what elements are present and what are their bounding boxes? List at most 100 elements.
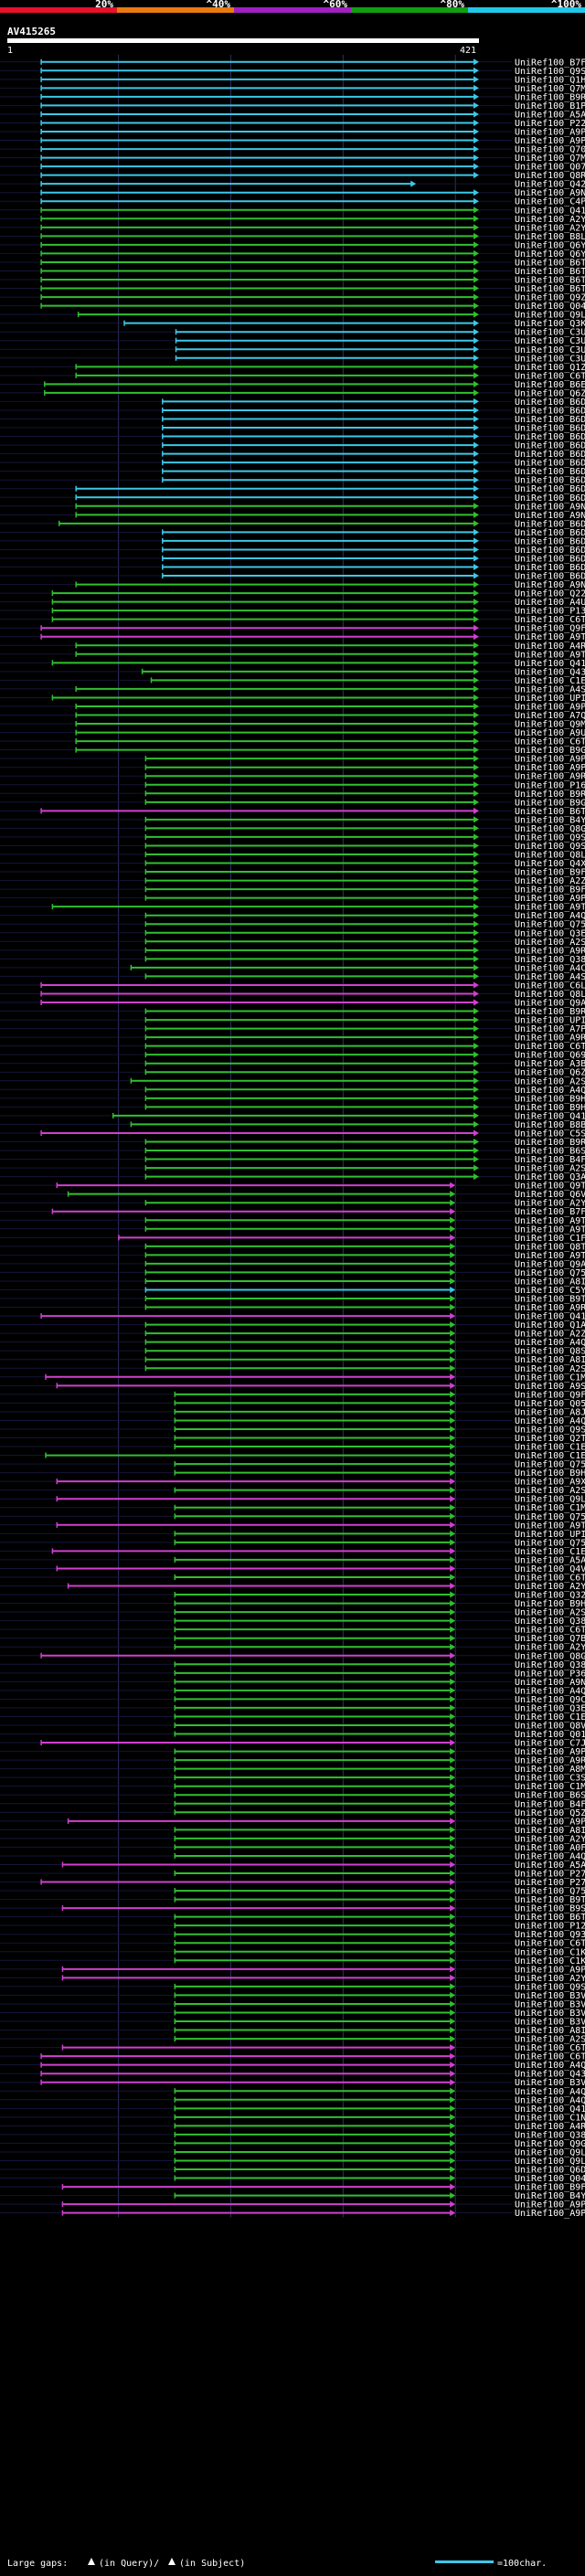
hit-label[interactable]: UniRef100_Q70KC6 (515, 145, 585, 155)
hit-label[interactable]: UniRef100_Q75VY6 (515, 1538, 585, 1548)
hit-label[interactable]: UniRef100_C6T4R2 (515, 1573, 585, 1583)
hit-label[interactable]: UniRef100_B6ENY0 (515, 380, 585, 390)
hit-label[interactable]: UniRef100_B9RLX2 (515, 92, 585, 102)
hit-label[interactable]: UniRef100_Q42193 (515, 180, 585, 190)
hit-label[interactable]: UniRef100_A2YC89 (515, 1834, 585, 1844)
hit-label[interactable]: UniRef100_B9RME5 (515, 790, 585, 800)
hit-label[interactable]: UniRef100_C1K5B4 (515, 1956, 585, 1966)
hit-label[interactable]: UniRef100_C6TLU9 (515, 1042, 585, 1052)
hit-label[interactable]: UniRef100_Q41748 (515, 2104, 585, 2115)
hit-label[interactable]: UniRef100_Q9SQL2 (515, 67, 585, 77)
hit-label[interactable]: UniRef100_A9NQF7 (515, 580, 585, 590)
hit-label[interactable]: UniRef100_Q41082 (515, 1312, 585, 1322)
hit-label[interactable]: UniRef100_B6DZ18 (515, 432, 585, 442)
hit-label[interactable]: UniRef100_A4QP19 (515, 911, 585, 921)
hit-label[interactable]: UniRef100_Q6VBT3 (515, 1190, 585, 1200)
hit-label[interactable]: UniRef100_B4F3L4 (515, 1799, 585, 1809)
hit-label[interactable]: UniRef100_A9PGD4 (515, 1965, 585, 1975)
hit-label[interactable]: UniRef100_C1E658 (515, 1547, 585, 1557)
hit-label[interactable]: UniRef100_A4QPM5 (515, 2061, 585, 2071)
hit-label[interactable]: UniRef100_A9PYG2 (515, 763, 585, 773)
hit-label[interactable]: UniRef100_B7FM03 (515, 1207, 585, 1217)
hit-label[interactable]: UniRef100_A9XGN8 (515, 1478, 585, 1488)
hit-label[interactable]: UniRef100_B3VV93 (515, 1991, 585, 2001)
hit-label[interactable]: UniRef100_A9PIX4 (515, 136, 585, 146)
hit-label[interactable]: UniRef100_A8IXC8 (515, 1826, 585, 1836)
hit-label[interactable]: UniRef100_A4QPP3 (515, 1686, 585, 1696)
hit-label[interactable]: UniRef100_A9T2X4 (515, 1521, 585, 1531)
hit-label[interactable]: UniRef100_Q04481 (515, 302, 585, 312)
hit-label[interactable]: UniRef100_C1MN22 (515, 1782, 585, 1792)
hit-label[interactable]: UniRef100_B3VV74 (515, 2009, 585, 2019)
hit-label[interactable]: UniRef100_Q9LKC7 (515, 311, 585, 321)
hit-label[interactable]: UniRef100_B6DYZ6 (515, 484, 585, 494)
hit-label[interactable]: UniRef100_B6DZ31 (515, 563, 585, 573)
hit-label[interactable]: UniRef100_Q3KTX8 (515, 319, 585, 329)
hit-label[interactable]: UniRef100_C6TKB2 (515, 371, 585, 381)
hit-label[interactable]: UniRef100_Q04R83 (515, 2174, 585, 2184)
hit-label[interactable]: UniRef100_A8MS75 (515, 1765, 585, 1775)
hit-label[interactable]: UniRef100_Q6DV17 (515, 2166, 585, 2176)
hit-label[interactable]: UniRef100_Q8L9Y7 (515, 850, 585, 860)
hit-label[interactable]: UniRef100_Q9SBM9 (515, 1425, 585, 1435)
hit-label[interactable]: UniRef100_Q69P91 (515, 1051, 585, 1061)
hit-label[interactable]: UniRef100_Q32069 (515, 1591, 585, 1601)
hit-label[interactable]: UniRef100_A9TP27 (515, 1216, 585, 1226)
hit-label[interactable]: UniRef100_B6S237 (515, 1147, 585, 1157)
hit-label[interactable]: UniRef100_A8ITV3 (515, 1355, 585, 1365)
hit-label[interactable]: UniRef100_A9PFW4 (515, 1817, 585, 1827)
hit-label[interactable]: UniRef100_Q07489 (515, 163, 585, 173)
hit-label[interactable]: UniRef100_Q9T399 (515, 1182, 585, 1192)
hit-label[interactable]: UniRef100_A4QP38 (515, 1086, 585, 1096)
hit-label[interactable]: UniRef100_P22521 (515, 119, 585, 129)
hit-label[interactable]: UniRef100_Q9ZSU1 (515, 293, 585, 303)
hit-label[interactable]: UniRef100_A4QPM0 (515, 1416, 585, 1426)
hit-label[interactable]: UniRef100_B8BCF0 (515, 1120, 585, 1130)
hit-label[interactable]: UniRef100_B9FMI1 (515, 885, 585, 896)
hit-label[interactable]: UniRef100_A9RAM1 (515, 946, 585, 956)
hit-label[interactable]: UniRef100_A4S374 (515, 972, 585, 982)
hit-label[interactable]: UniRef100_B6DYZ8 (515, 554, 585, 564)
hit-label[interactable]: UniRef100_C1E7Z6 (515, 1712, 585, 1723)
hit-label[interactable]: UniRef100_Q6Z701 (515, 1068, 585, 1078)
hit-label[interactable]: UniRef100_C3UVS6 (515, 354, 585, 364)
hit-label[interactable]: UniRef100_A4RT82 (515, 641, 585, 652)
hit-label[interactable]: UniRef100_A2SY37 (515, 938, 585, 948)
hit-label[interactable]: UniRef100_B6DZ24 (515, 415, 585, 425)
hit-label[interactable]: UniRef100_C1MVB8 (515, 1373, 585, 1383)
hit-label[interactable]: UniRef100_A2SY17 (515, 1364, 585, 1374)
hit-label[interactable]: UniRef100_A2Y441 (515, 1643, 585, 1653)
hit-label[interactable]: UniRef100_C6TB58 (515, 737, 585, 747)
hit-label[interactable]: UniRef100_A9NTB5 (515, 502, 585, 512)
hit-label[interactable]: UniRef100_Q75VZ0 (515, 920, 585, 930)
hit-label[interactable]: UniRef100_A2YY10 (515, 1199, 585, 1209)
hit-label[interactable]: UniRef100_UPI000... (515, 694, 585, 704)
hit-label[interactable]: UniRef100_Q2TLM8 (515, 1434, 585, 1444)
hit-label[interactable]: UniRef100_Q6ZL95 (515, 388, 585, 398)
hit-label[interactable]: UniRef100_A4RPG2 (515, 2122, 585, 2132)
hit-label[interactable]: UniRef100_A9TWS5 (515, 903, 585, 913)
hit-label[interactable]: UniRef100_A2YYI8 (515, 223, 585, 233)
hit-label[interactable]: UniRef100_Q1H8L9 (515, 75, 585, 85)
hit-label[interactable]: UniRef100_B4FVY3 (515, 1155, 585, 1165)
hit-label[interactable]: UniRef100_A2ZS12 (515, 1330, 585, 1340)
hit-label[interactable]: UniRef100_B6DZ35 (515, 572, 585, 582)
hit-label[interactable]: UniRef100_Q41039 (515, 206, 585, 216)
hit-label[interactable]: UniRef100_A2SY42 (515, 1608, 585, 1618)
hit-label[interactable]: UniRef100_Q9LCR7 (515, 2157, 585, 2167)
hit-label[interactable]: UniRef100_B1PDK1 (515, 101, 585, 111)
hit-label[interactable]: UniRef100_UPI000... (515, 1016, 585, 1026)
hit-label[interactable]: UniRef100_Q43485 (515, 667, 585, 677)
hit-label[interactable]: UniRef100_B6DZ26 (515, 406, 585, 416)
hit-label[interactable]: UniRef100_A2ZS16 (515, 876, 585, 886)
hit-label[interactable]: UniRef100_Q9AMT1 (515, 999, 585, 1009)
hit-label[interactable]: UniRef100_A2YYJ1 (515, 215, 585, 225)
hit-label[interactable]: UniRef100_A8J249 (515, 1407, 585, 1417)
hit-label[interactable]: UniRef100_A9PGU3 (515, 702, 585, 712)
hit-label[interactable]: UniRef100_B3VV72 (515, 2018, 585, 2028)
hit-label[interactable]: UniRef100_Q9LJQ3 (515, 1495, 585, 1505)
hit-label[interactable]: UniRef100_Q9LR62 (515, 2147, 585, 2157)
hit-label[interactable]: UniRef100_Q9SFB5 (515, 832, 585, 843)
hit-label[interactable]: UniRef100_A4QPN7 (515, 2087, 585, 2097)
hit-label[interactable]: UniRef100_B3VV82 (515, 2078, 585, 2088)
